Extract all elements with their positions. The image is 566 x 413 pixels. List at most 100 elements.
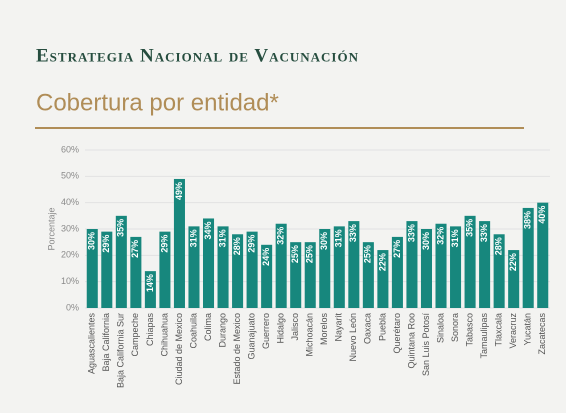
value-label: 27% — [392, 240, 402, 258]
x-tick-label: Tamaulipas — [479, 313, 489, 359]
bar — [391, 236, 403, 308]
x-tick-label: Sonora — [450, 313, 460, 342]
bar — [232, 234, 244, 308]
bar — [333, 226, 345, 308]
bar — [86, 229, 98, 308]
x-tick-label: Ciudad de Mexico — [174, 313, 184, 385]
bar — [275, 223, 287, 308]
bar — [246, 231, 258, 308]
y-tick-label: 60% — [61, 144, 79, 154]
value-label: 29% — [101, 235, 111, 253]
bar — [420, 229, 433, 308]
x-tick-label: Hidalgo — [276, 313, 286, 344]
bar — [202, 218, 215, 308]
bar — [348, 221, 360, 308]
x-tick-label: Estado de Mexico — [232, 313, 242, 385]
value-label: 33% — [348, 224, 358, 242]
x-tick-label: Tlaxcala — [494, 313, 504, 347]
bar — [493, 234, 505, 308]
value-label: 28% — [494, 237, 504, 255]
value-label: 32% — [276, 227, 286, 245]
value-label: 25% — [305, 245, 315, 263]
value-label: 32% — [435, 227, 445, 245]
value-label: 38% — [523, 211, 533, 229]
value-label: 22% — [508, 253, 518, 271]
value-label: 34% — [203, 221, 213, 239]
x-tick-label: Oaxaca — [363, 313, 373, 344]
value-label: 27% — [130, 240, 140, 258]
value-label: 30% — [319, 232, 329, 250]
x-tick-label: Morelos — [319, 313, 329, 346]
value-label: 30% — [87, 232, 97, 250]
x-tick-label: Baja California Sur — [116, 313, 126, 388]
value-label: 25% — [290, 245, 300, 263]
bar — [159, 231, 171, 308]
x-tick-label: Zacatecas — [537, 313, 547, 355]
bar — [130, 236, 142, 308]
chart-title: Estrategia Nacional de Vacunación — [36, 45, 359, 66]
y-axis-label: Porcentaje — [46, 207, 56, 250]
bar — [115, 215, 127, 308]
x-tick-label: Michoacán — [305, 313, 315, 357]
bar — [261, 244, 273, 308]
x-tick-label: Colima — [203, 313, 213, 341]
value-label: 25% — [363, 245, 373, 263]
x-tick-label: Sinaloa — [435, 313, 445, 343]
bar — [217, 226, 229, 308]
y-tick-label: 50% — [61, 171, 79, 181]
x-tick-label: Coahuila — [188, 313, 198, 349]
value-label: 31% — [334, 229, 344, 247]
x-tick-label: Tabasco — [464, 313, 474, 347]
bar — [406, 221, 418, 308]
bar — [537, 202, 549, 308]
value-label: 30% — [421, 232, 431, 250]
bar — [377, 250, 389, 308]
bar — [508, 250, 520, 308]
value-label: 24% — [261, 248, 271, 266]
bar — [173, 178, 185, 308]
value-label: 14% — [145, 274, 155, 292]
x-tick-label: Jalisco — [290, 313, 300, 341]
bar — [144, 271, 156, 308]
bar — [435, 223, 447, 308]
x-tick-label: Chiapas — [145, 313, 155, 347]
bar — [362, 242, 374, 308]
value-label: 33% — [479, 224, 489, 242]
bar — [464, 215, 476, 308]
x-tick-label: Yucatán — [523, 313, 533, 346]
bar — [188, 226, 200, 308]
bar — [522, 207, 534, 308]
x-tick-label: Durango — [217, 313, 227, 348]
x-tick-label: Veracruz — [508, 313, 518, 349]
bar — [290, 242, 302, 308]
x-tick-label: Nayarit — [334, 313, 344, 342]
y-tick-label: 40% — [61, 197, 79, 207]
value-label: 22% — [377, 253, 387, 271]
x-tick-label: Chihuahua — [159, 313, 169, 357]
bar — [304, 242, 316, 308]
value-label: 40% — [537, 206, 547, 224]
value-label: 35% — [464, 219, 474, 237]
chart-subtitle: Cobertura por entidad* — [36, 89, 279, 116]
value-label: 31% — [450, 229, 460, 247]
x-tick-label: Guerrero — [261, 313, 271, 349]
x-tick-label: Querétaro — [392, 313, 402, 354]
x-tick-label: Guanajuato — [246, 313, 256, 360]
x-tick-label: Puebla — [377, 313, 387, 341]
y-tick-label: 20% — [61, 250, 79, 260]
y-tick-label: 10% — [61, 276, 79, 286]
value-label: 35% — [116, 219, 126, 237]
bar — [479, 221, 491, 308]
x-tick-label: San Luis Potosí — [421, 313, 431, 377]
bar — [319, 229, 331, 308]
y-tick-label: 30% — [61, 223, 79, 233]
value-label: 49% — [174, 182, 184, 200]
value-label: 31% — [188, 229, 198, 247]
value-label: 31% — [217, 229, 227, 247]
value-label: 29% — [159, 235, 169, 253]
value-label: 33% — [406, 224, 416, 242]
value-label: 28% — [232, 237, 242, 255]
bar — [450, 226, 462, 308]
x-tick-label: Aguascalientes — [87, 313, 97, 375]
